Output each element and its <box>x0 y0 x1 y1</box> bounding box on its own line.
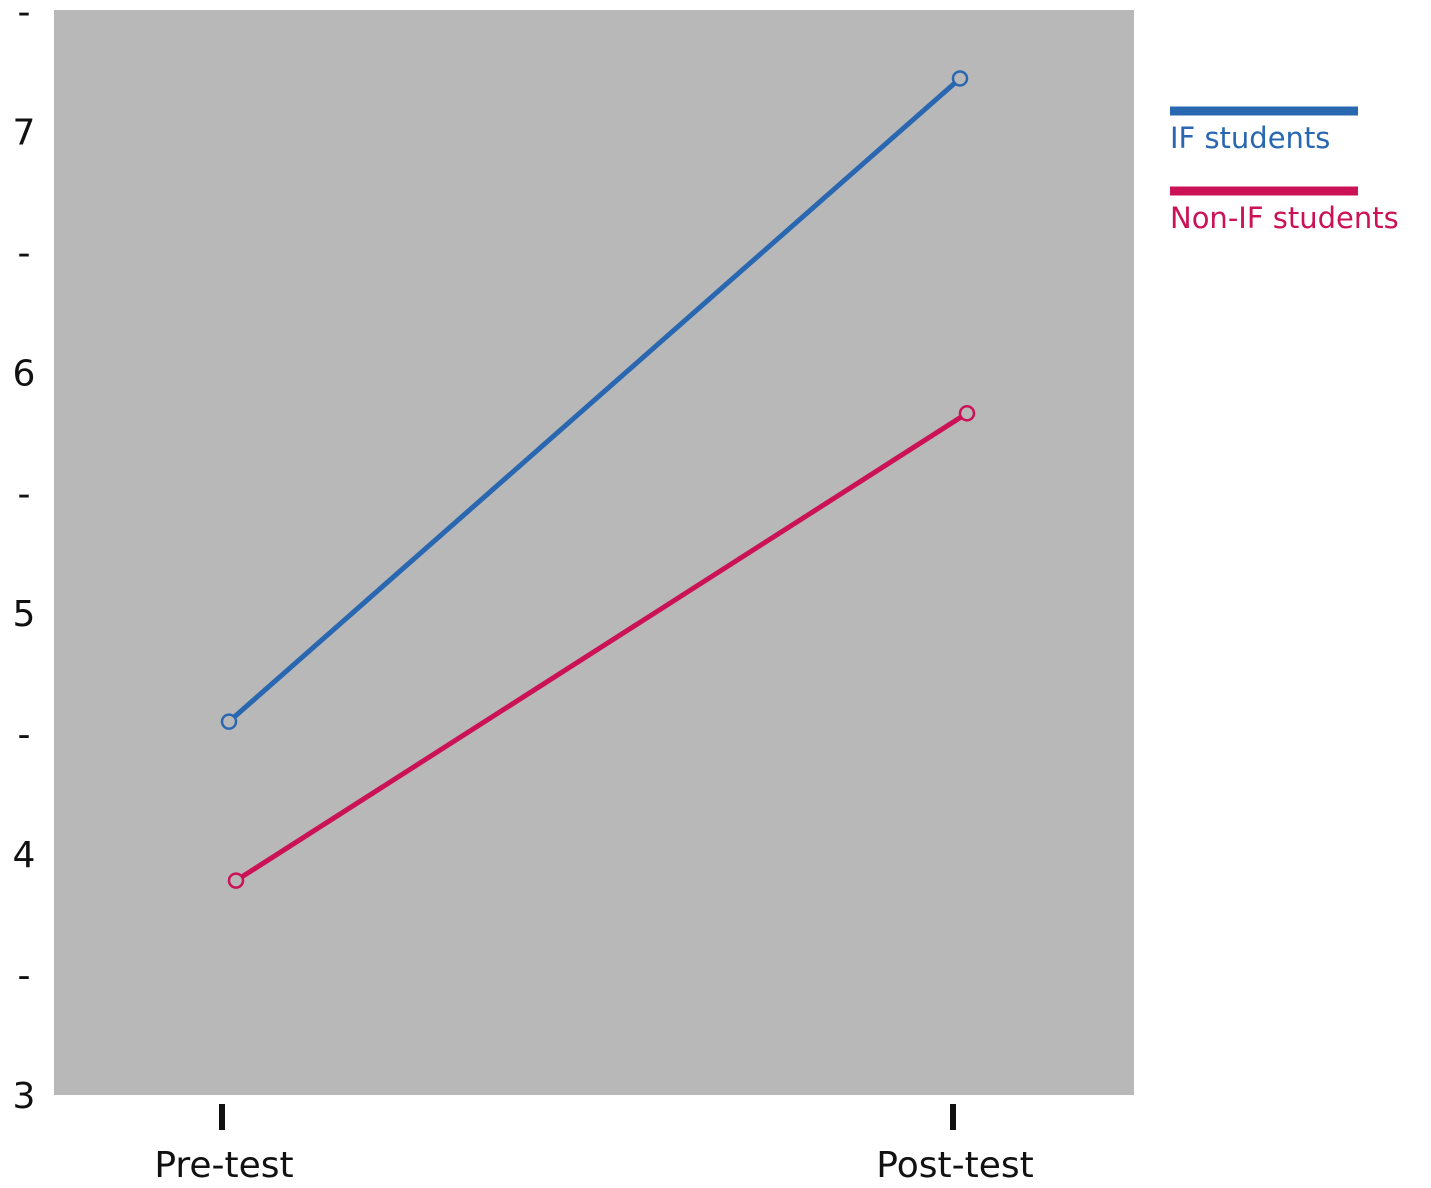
plot-area <box>54 10 1134 1095</box>
legend: IF students Non-IF students <box>1170 106 1399 235</box>
y-tick-label: - <box>18 715 31 756</box>
data-point <box>220 713 238 730</box>
y-tick-label: - <box>18 0 31 33</box>
y-tick-label: 7 <box>13 112 36 153</box>
series-line <box>234 411 969 883</box>
x-tick-label: Pre-test <box>154 1145 293 1186</box>
y-tick-label: 6 <box>13 353 36 394</box>
data-point <box>951 70 969 87</box>
y-tick-label: 5 <box>13 594 36 635</box>
x-tick-label: Post-test <box>876 1145 1033 1186</box>
legend-label: Non-IF students <box>1170 201 1399 235</box>
y-tick-label: - <box>18 233 31 274</box>
data-point <box>227 872 245 889</box>
y-axis: 3 - 4 - 5 - 6 - 7 - <box>13 0 36 1117</box>
y-tick-label: - <box>18 956 31 997</box>
data-point <box>958 405 976 422</box>
x-axis: Pre-test Post-test <box>154 1104 1034 1186</box>
legend-label: IF students <box>1170 121 1330 155</box>
series-line <box>227 76 962 724</box>
y-tick-label: - <box>18 474 31 515</box>
y-tick-label: 3 <box>13 1076 36 1117</box>
series-layer <box>220 70 976 889</box>
y-tick-label: 4 <box>13 835 36 876</box>
